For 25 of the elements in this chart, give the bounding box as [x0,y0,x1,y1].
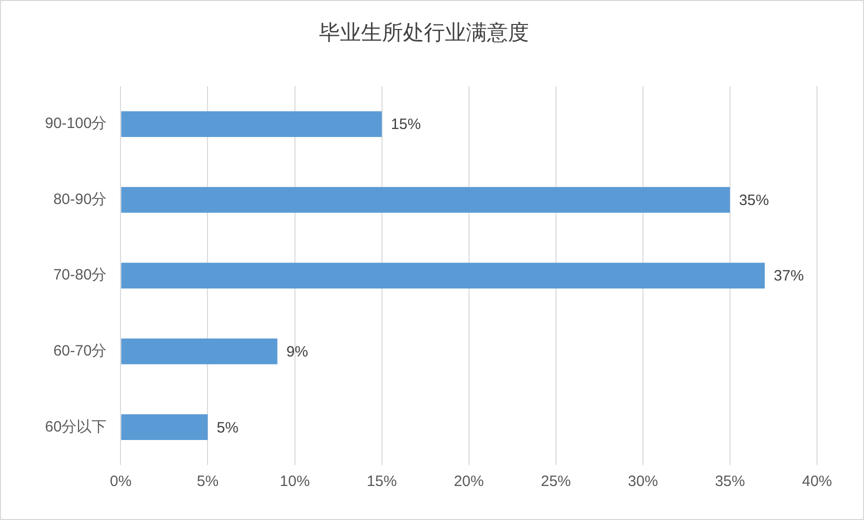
y-tick-label: 60-70分 [53,342,107,360]
x-tick-label: 15% [366,473,397,490]
y-tick-label: 60分以下 [45,418,107,436]
y-tick-label: 90-100分 [44,115,107,132]
data-label: 35% [738,192,769,209]
bar [121,262,765,288]
chart-title: 毕业生所处行业满意度 [319,21,529,44]
x-tick-label: 35% [714,473,745,490]
data-label: 15% [390,116,421,134]
x-tick-label: 10% [280,473,310,490]
x-tick-label: 0% [110,473,132,490]
x-tick-label: 30% [628,473,658,490]
bar [121,414,208,440]
bar [121,186,730,213]
y-tick-label: 70-80分 [53,266,107,284]
bar [121,338,278,364]
data-label: 5% [216,419,238,436]
bar [121,111,382,137]
data-label: 37% [774,268,804,285]
y-tick-label: 80-90分 [53,190,107,208]
data-label: 9% [286,344,308,360]
x-tick-label: 40% [802,473,832,490]
x-tick-label: 5% [196,473,219,490]
x-tick-label: 20% [454,473,484,490]
x-tick-label: 25% [540,473,571,490]
